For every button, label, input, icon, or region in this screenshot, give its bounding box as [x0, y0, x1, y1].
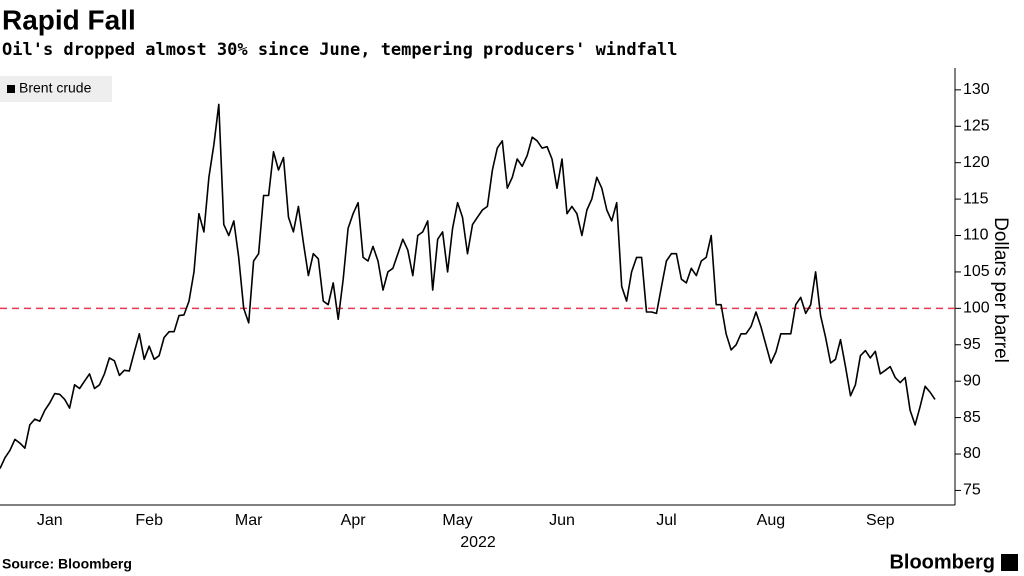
line-series — [0, 103, 936, 469]
source: Source: Bloomberg — [2, 556, 132, 572]
x-tick-label: Apr — [341, 512, 367, 529]
y-tick-label: 130 — [963, 81, 990, 98]
logo-icon — [1001, 554, 1018, 571]
x-tick-label: Mar — [235, 512, 263, 529]
y-tick-label: 120 — [963, 154, 990, 171]
x-tick-label: Jun — [549, 512, 575, 529]
chart-title: Rapid Fall — [2, 4, 136, 35]
legend-swatch — [7, 85, 15, 93]
y-tick-label: 95 — [963, 336, 981, 353]
x-tick-label: Jan — [37, 512, 63, 529]
y-tick-label: 100 — [963, 300, 990, 317]
x-tick-label: May — [442, 512, 472, 529]
x-axis-label: 2022 — [460, 534, 496, 551]
y-tick-label: 105 — [963, 263, 990, 280]
x-tick-label: Sep — [866, 512, 895, 529]
y-tick-label: 115 — [963, 190, 989, 207]
x-tick-label: Feb — [135, 512, 163, 529]
logo: Bloomberg — [889, 551, 995, 573]
y-tick-label: 85 — [963, 409, 981, 426]
x-tick-label: Aug — [757, 512, 785, 529]
y-tick-label: 125 — [963, 117, 990, 134]
x-tick-label: Jul — [656, 512, 676, 529]
y-tick-label: 110 — [963, 227, 989, 244]
y-tick-label: 90 — [963, 372, 981, 389]
y-tick-label: 75 — [963, 482, 981, 499]
y-tick-label: 80 — [963, 445, 981, 462]
legend-box — [0, 76, 112, 102]
y-axis-label: Dollars per barrel — [990, 217, 1011, 363]
legend-label: Brent crude — [19, 80, 92, 96]
chart-subtitle: Oil's dropped almost 30% since June, tem… — [2, 40, 678, 60]
